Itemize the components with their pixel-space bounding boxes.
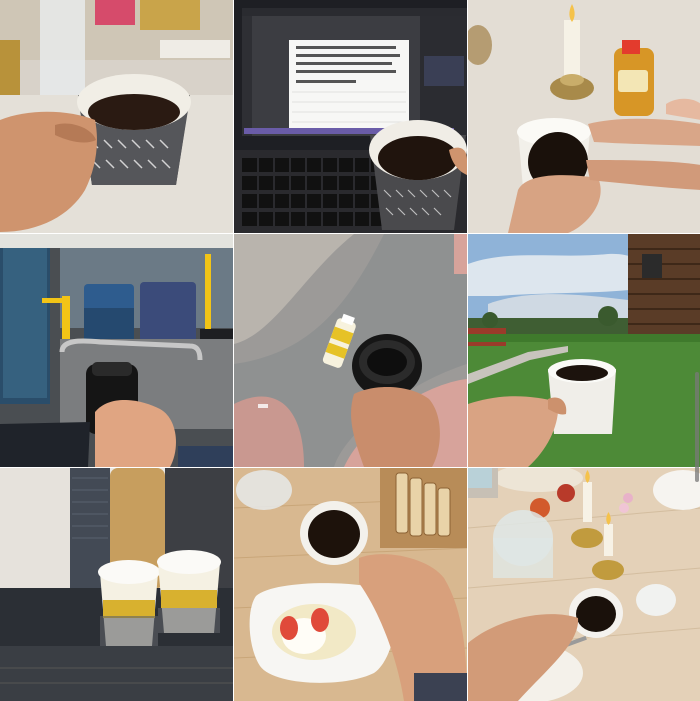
photo-tile-laptop[interactable] <box>234 0 467 233</box>
photo-tile-candle[interactable] <box>468 0 700 233</box>
photo-bus-thermos <box>0 234 233 467</box>
photo-laptop <box>234 0 467 233</box>
photo-tile-candle-table[interactable] <box>468 468 700 701</box>
photo-tile-cup-holder[interactable] <box>0 468 233 701</box>
photo-tile-lawn[interactable] <box>468 234 700 467</box>
photo-tile-bus[interactable] <box>0 234 233 467</box>
scrollbar-track[interactable] <box>694 0 700 700</box>
photo-lawn-mug <box>468 234 700 467</box>
photo-two-cups <box>0 468 233 701</box>
photo-breakfast <box>234 468 467 701</box>
photo-tile-stone-floor[interactable] <box>234 234 467 467</box>
photo-candle-table <box>468 468 700 701</box>
photo-tile-breakfast[interactable] <box>234 468 467 701</box>
photo-tile-paper-cup[interactable] <box>0 0 233 233</box>
photo-candle-cup <box>468 0 700 233</box>
scrollbar-thumb-icon[interactable] <box>695 372 699 482</box>
photo-paper-cup <box>0 0 233 233</box>
photo-floor-thermos <box>234 234 467 467</box>
